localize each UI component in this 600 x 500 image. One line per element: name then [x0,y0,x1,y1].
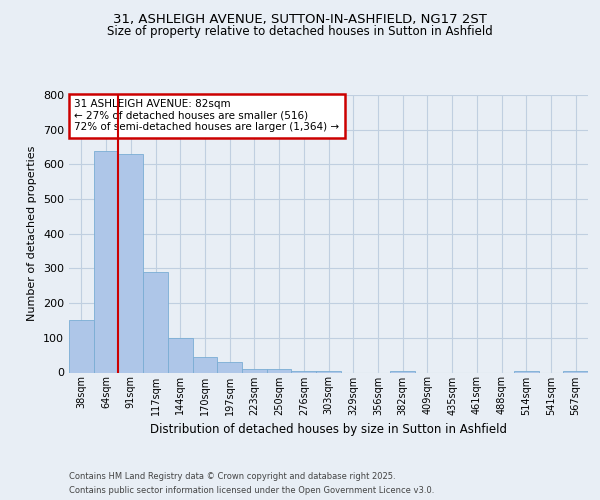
Bar [217,362,242,372]
X-axis label: Distribution of detached houses by size in Sutton in Ashfield: Distribution of detached houses by size … [150,423,507,436]
Bar [267,369,292,372]
Text: Contains public sector information licensed under the Open Government Licence v3: Contains public sector information licen… [69,486,434,495]
Text: Contains HM Land Registry data © Crown copyright and database right 2025.: Contains HM Land Registry data © Crown c… [69,472,395,481]
Bar [390,371,415,372]
Bar [316,371,341,372]
Bar [563,371,588,372]
Bar [242,369,267,372]
Bar [168,338,193,372]
Text: 31, ASHLEIGH AVENUE, SUTTON-IN-ASHFIELD, NG17 2ST: 31, ASHLEIGH AVENUE, SUTTON-IN-ASHFIELD,… [113,12,487,26]
Text: 31 ASHLEIGH AVENUE: 82sqm
← 27% of detached houses are smaller (516)
72% of semi: 31 ASHLEIGH AVENUE: 82sqm ← 27% of detac… [74,99,340,132]
Bar [118,154,143,372]
Bar [514,371,539,372]
Bar [193,357,217,372]
Bar [143,272,168,372]
Bar [94,150,118,372]
Text: Size of property relative to detached houses in Sutton in Ashfield: Size of property relative to detached ho… [107,25,493,38]
Y-axis label: Number of detached properties: Number of detached properties [28,146,37,322]
Bar [69,320,94,372]
Bar [292,371,316,372]
